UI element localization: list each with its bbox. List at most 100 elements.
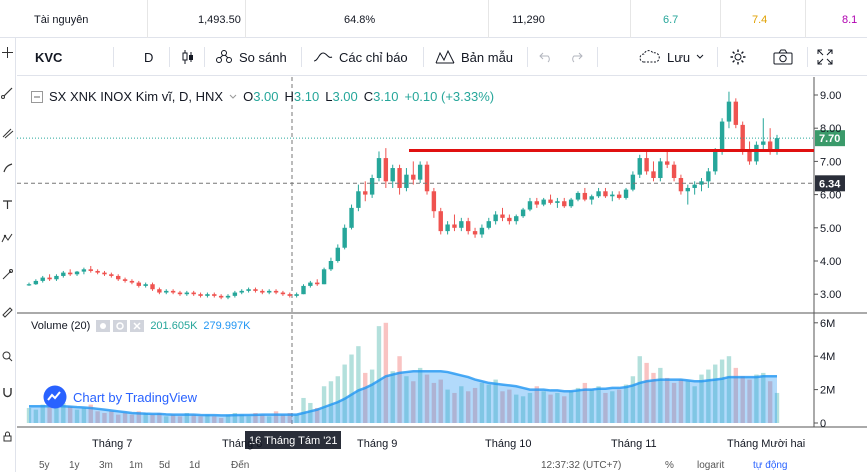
legend-close: 3.10 <box>373 89 399 104</box>
interval-label: D <box>144 49 154 65</box>
volume-bar <box>610 391 615 423</box>
percent-toggle[interactable]: % <box>665 460 674 471</box>
collapse-icon[interactable] <box>31 90 43 103</box>
volume-bar <box>143 412 148 423</box>
candle-body <box>527 201 533 210</box>
volume-bar <box>356 346 361 423</box>
range-1d[interactable]: 1d <box>189 460 201 471</box>
candle-body <box>157 289 162 293</box>
fullscreen-button[interactable] <box>817 38 833 76</box>
candle-body <box>102 272 107 275</box>
volume-bar <box>81 407 87 423</box>
candle-body <box>383 158 389 182</box>
candle-body <box>81 269 87 272</box>
summary-label: Tài nguyên <box>34 14 89 26</box>
symbol-label: KVC <box>35 49 63 65</box>
volume-bar <box>637 356 642 423</box>
symbol-search-button[interactable]: KVC <box>35 38 62 76</box>
indicators-button[interactable]: Các chỉ báo <box>313 38 408 76</box>
candle-body <box>719 121 725 152</box>
volume-bar <box>541 391 546 423</box>
candle-body <box>555 201 560 203</box>
undo-button[interactable] <box>539 38 553 76</box>
candle-body <box>205 294 210 296</box>
volume-bar <box>26 407 32 423</box>
goto-button[interactable]: Đến <box>231 460 250 471</box>
range-5y[interactable]: 5y <box>39 460 50 471</box>
templates-button[interactable]: Bản mẫu <box>435 38 513 76</box>
chart-type-button[interactable] <box>181 38 195 76</box>
candle-body <box>699 181 704 185</box>
candle-body <box>514 216 519 222</box>
bottom-toolbar: 5y 1y 3m 1m 5d 1d Đến 12:37:32 (UTC+7) %… <box>17 458 867 472</box>
candle-body <box>486 221 491 228</box>
range-1y[interactable]: 1y <box>69 460 80 471</box>
candle-body <box>767 141 773 152</box>
log-toggle[interactable]: logarit <box>697 460 725 471</box>
tradingview-watermark[interactable]: Chart by TradingView <box>43 385 197 409</box>
candle-body <box>369 178 375 195</box>
save-button[interactable]: Lưu <box>639 38 704 76</box>
chart-area[interactable]: 7.70 6.34 16 Tháng Tám '21 3.00 4.00 5.00 6.0… <box>17 77 867 472</box>
candle-body <box>40 277 45 281</box>
range-5d[interactable]: 5d <box>159 460 171 471</box>
settings-button[interactable] <box>729 38 747 76</box>
candle-body <box>562 201 567 207</box>
prediction-icon[interactable] <box>1 268 14 281</box>
volume-bar <box>116 414 121 423</box>
candle-body <box>651 171 656 178</box>
volume-bar <box>486 384 491 423</box>
volume-bar <box>157 412 162 423</box>
candle-body <box>33 280 39 285</box>
volume-bar <box>740 376 745 423</box>
volume-bar <box>726 356 732 423</box>
crosshair-icon[interactable] <box>1 46 14 59</box>
candle-body <box>438 211 443 232</box>
brush-icon[interactable] <box>1 162 14 175</box>
zoom-icon[interactable] <box>1 350 14 363</box>
candle-body <box>548 199 553 203</box>
candle-body <box>198 294 203 296</box>
volume-bar <box>479 382 485 423</box>
volume-bar <box>177 416 183 423</box>
candle-body <box>390 168 395 182</box>
candle-body <box>507 217 512 222</box>
range-1m[interactable]: 1m <box>129 460 143 471</box>
lock-icon[interactable] <box>1 430 14 443</box>
volume-bar <box>170 414 176 423</box>
redo-button[interactable] <box>569 38 583 76</box>
candle-body <box>232 292 238 296</box>
time-label: Tháng 8 <box>222 438 262 450</box>
text-tool-icon[interactable] <box>1 198 14 211</box>
candle-body <box>706 171 711 182</box>
volume-bar <box>280 414 286 423</box>
trendline-icon[interactable] <box>1 86 14 99</box>
candle-body <box>534 201 540 205</box>
volume-bar <box>493 379 498 423</box>
range-3m[interactable]: 3m <box>99 460 113 471</box>
candle-body <box>239 290 244 293</box>
candle-body <box>122 279 128 281</box>
volume-bar <box>685 381 690 423</box>
measure-icon[interactable] <box>1 306 14 319</box>
auto-toggle[interactable]: tự động <box>753 460 788 471</box>
candle-body <box>671 164 677 178</box>
pitchfork-icon[interactable] <box>1 126 14 139</box>
last-price-tag-label: 7.70 <box>819 133 840 145</box>
candle-body <box>95 270 100 273</box>
price-chart[interactable]: 7.70 6.34 16 Tháng Tám '21 3.00 4.00 5.00 6.0… <box>17 77 867 472</box>
candle-body <box>191 292 196 295</box>
snapshot-button[interactable] <box>773 38 793 76</box>
compare-button[interactable]: So sánh <box>215 38 287 76</box>
volume-bar <box>260 414 265 423</box>
candle-body <box>397 168 402 188</box>
volume-bar <box>308 402 313 423</box>
magnet-icon[interactable] <box>1 386 14 399</box>
volume-bar <box>719 359 725 423</box>
indicators-icon <box>313 52 333 62</box>
pattern-icon[interactable] <box>1 232 14 245</box>
interval-button[interactable]: D <box>144 38 153 76</box>
volume-bar <box>239 414 244 423</box>
volume-bar <box>315 407 320 423</box>
study-controls-icon[interactable] <box>96 320 145 332</box>
